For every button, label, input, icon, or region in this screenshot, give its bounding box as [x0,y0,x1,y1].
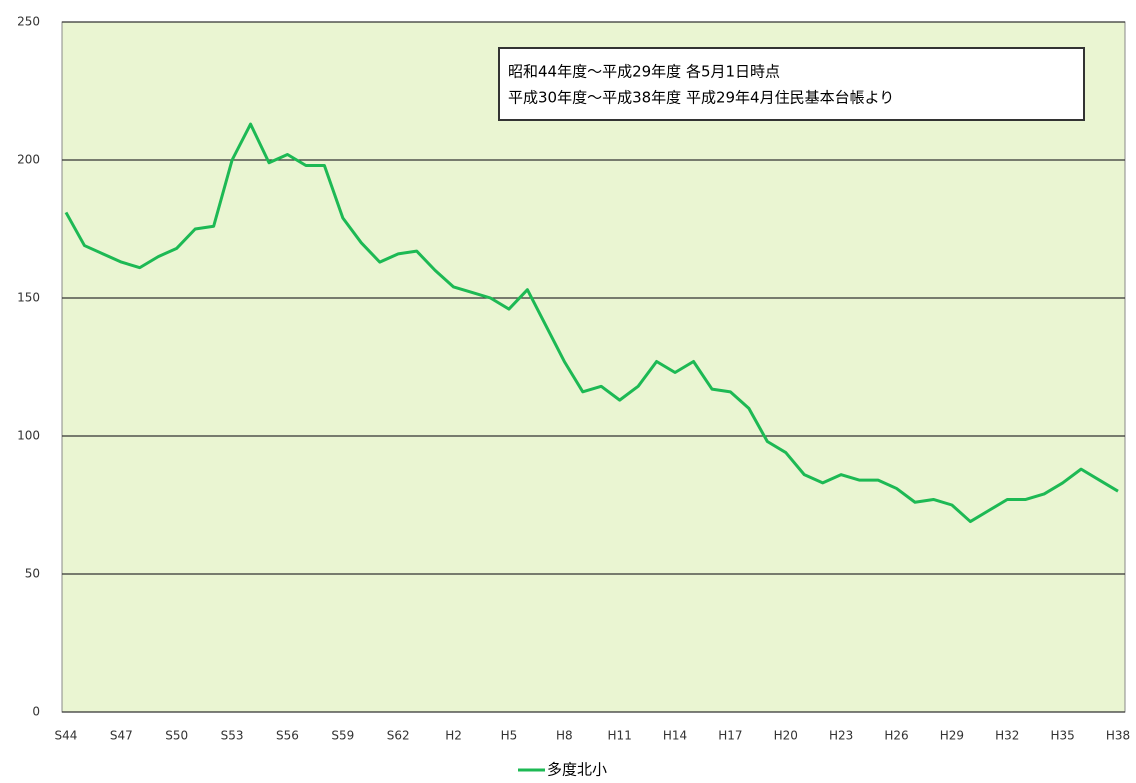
x-tick-label: S56 [276,729,299,743]
legend-label: 多度北小 [547,761,607,779]
data-line [64,122,1119,524]
x-tick-label: H11 [608,729,632,743]
y-tick-label: 250 [17,15,40,29]
x-tick-label: S50 [165,729,188,743]
x-tick-label: S53 [221,729,244,743]
x-tick-label: H8 [556,729,573,743]
x-tick-label: H14 [663,729,687,743]
annotation-box [498,47,1085,121]
x-tick-label: H38 [1106,729,1130,743]
x-tick-label: H23 [829,729,853,743]
x-tick-label: H32 [995,729,1019,743]
x-tick-label: H5 [501,729,518,743]
y-tick-label: 100 [17,429,40,443]
x-tick-label: S44 [55,729,78,743]
y-tick-label: 200 [17,153,40,167]
x-tick-label: S59 [331,729,354,743]
x-tick-label: H29 [940,729,964,743]
y-tick-label: 0 [32,705,40,719]
y-tick-label: 50 [25,567,40,581]
plot-area [61,21,1126,713]
x-tick-label: H35 [1050,729,1074,743]
x-tick-label: H20 [774,729,798,743]
x-tick-label: H2 [445,729,462,743]
x-tick-label: S62 [387,729,410,743]
annotation-text: 昭和44年度～平成29年度 各5月1日時点 [508,63,780,81]
x-tick-label: S47 [110,729,133,743]
x-tick-label: H17 [718,729,742,743]
x-tick-label: H26 [884,729,908,743]
annotation-text: 平成30年度～平成38年度 平成29年4月住民基本台帳より [508,89,894,107]
y-tick-label: 150 [17,291,40,305]
